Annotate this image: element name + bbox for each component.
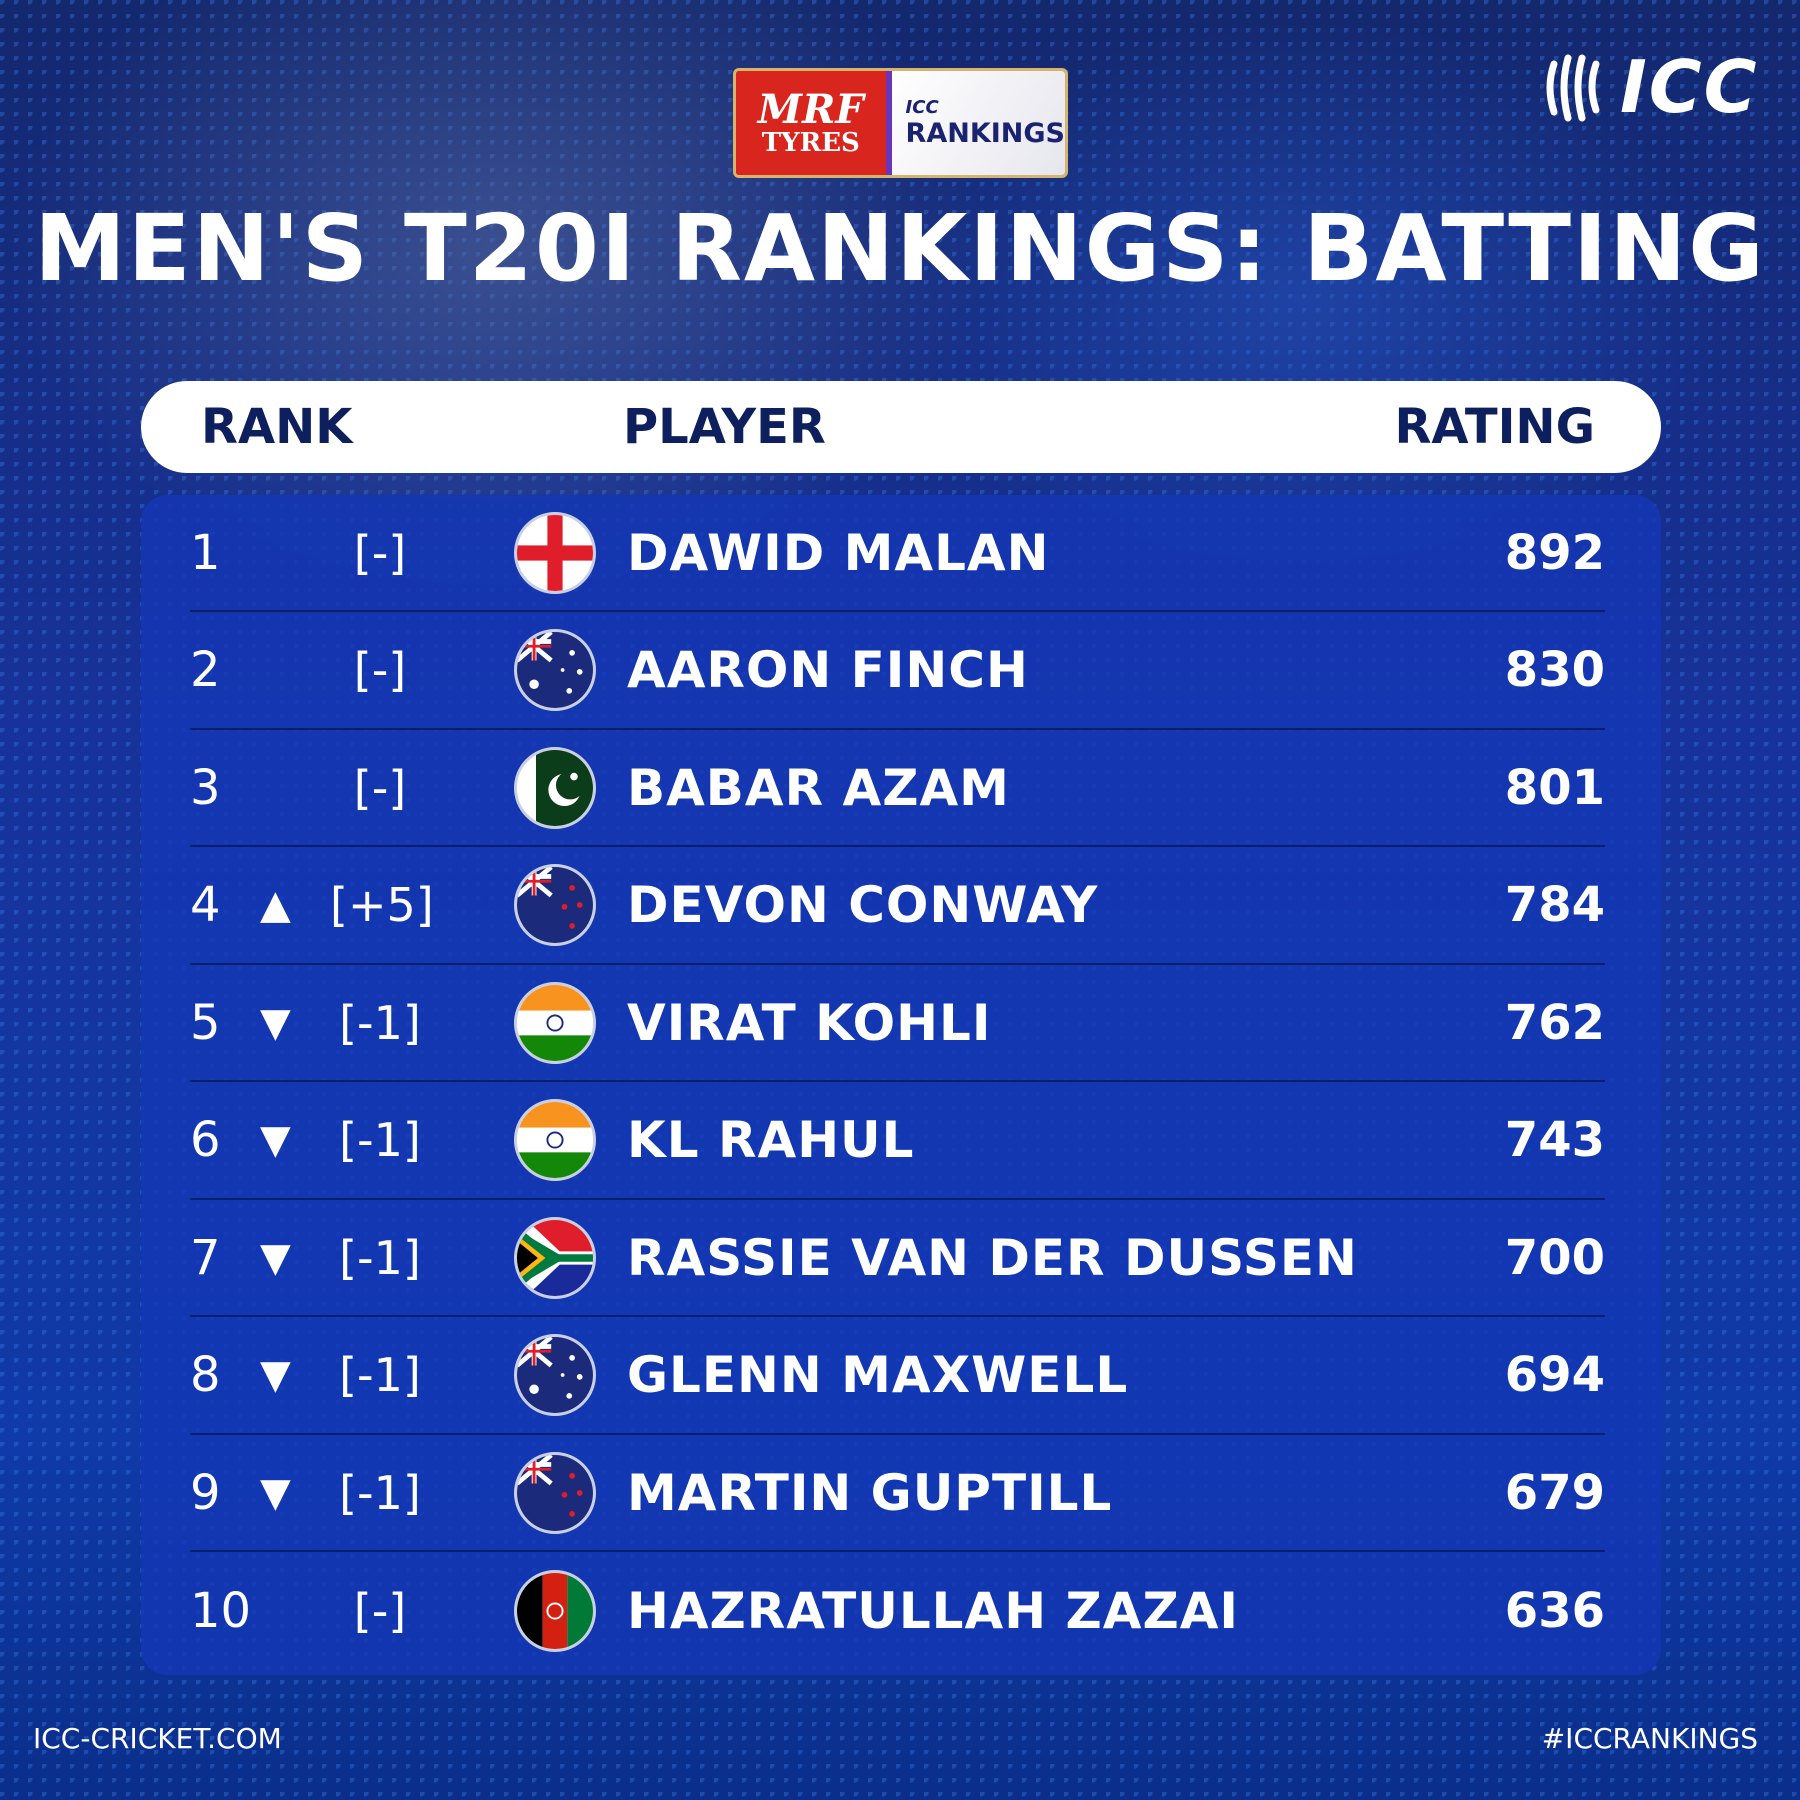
player-rating: 762	[1504, 994, 1605, 1051]
flag-india-icon	[514, 1099, 596, 1181]
player-name: BABAR AZAM	[627, 758, 1010, 817]
rank-change: [-1]	[339, 1230, 421, 1285]
table-row: 8 ▼ [-1] GLENN MAXWELL 694	[190, 1318, 1605, 1435]
table-row: 4 ▲ [+5] DEVON CONWAY 784	[190, 848, 1605, 965]
player-name: KL RAHUL	[627, 1111, 915, 1169]
header-rating: RATING	[1394, 399, 1595, 455]
page-title: MEN'S T20I RANKINGS: BATTING	[34, 195, 1766, 302]
table-row: 6 ▼ [-1] KL RAHUL 743	[190, 1083, 1605, 1200]
rankings-text: RANKINGS	[905, 118, 1065, 149]
table-row: 2 [-] AARON FINCH 830	[190, 613, 1605, 730]
rank-number: 10	[190, 1583, 252, 1639]
player-rating: 784	[1504, 877, 1605, 933]
rank-change: [-1]	[339, 1348, 421, 1402]
website-link: ICC-CRICKET.COM	[33, 1722, 282, 1755]
player-rating: 636	[1504, 1583, 1605, 1639]
rank-number: 6	[190, 1112, 221, 1168]
rank-change: [-]	[353, 525, 407, 580]
player-name: MARTIN GUPTILL	[627, 1463, 1113, 1522]
rankings-table: 1 [-] DAWID MALAN 892 2 [-] AARON FINCH 8…	[141, 495, 1661, 1675]
mrf-text: MRF	[757, 86, 864, 133]
rank-change: [-1]	[339, 1465, 421, 1520]
rank-change: [-]	[353, 760, 407, 815]
player-name: GLENN MAXWELL	[627, 1346, 1129, 1404]
table-row: 10 [-] HAZRATULLAH ZAZAI 636	[190, 1553, 1605, 1670]
rank-change: [+5]	[330, 878, 434, 932]
player-rating: 679	[1504, 1464, 1605, 1521]
table-row: 1 [-] DAWID MALAN 892	[190, 495, 1605, 612]
flag-india-icon	[514, 981, 596, 1064]
flag-pakistan-icon	[514, 746, 596, 829]
player-name: AARON FINCH	[627, 641, 1029, 699]
rank-number: 8	[190, 1347, 221, 1403]
header-player: PLAYER	[623, 399, 826, 455]
player-rating: 801	[1504, 759, 1605, 816]
arrow-down-icon: ▼	[260, 1234, 291, 1281]
player-name: HAZRATULLAH ZAZAI	[627, 1582, 1239, 1640]
table-header: RANK PLAYER RATING	[141, 381, 1661, 473]
player-rating: 892	[1504, 524, 1605, 581]
player-rating: 700	[1504, 1229, 1605, 1286]
icc-logo: ICC	[1540, 45, 1758, 129]
rank-number: 2	[190, 642, 221, 698]
rank-number: 7	[190, 1229, 221, 1286]
rank-number: 5	[190, 994, 221, 1051]
rank-number: 3	[190, 759, 221, 816]
player-name: DAWID MALAN	[627, 523, 1050, 582]
arrow-down-icon: ▼	[260, 1469, 291, 1516]
flag-new-zealand-icon	[514, 1451, 596, 1534]
rank-change: [-1]	[339, 1113, 421, 1167]
rank-change: [-]	[353, 1584, 407, 1638]
flag-england-icon	[514, 511, 596, 594]
player-name: RASSIE VAN DER DUSSEN	[627, 1228, 1358, 1287]
rank-change: [-]	[353, 643, 407, 697]
sponsor-logo: MRF TYRES ICC RANKINGS	[733, 68, 1068, 178]
player-name: VIRAT KOHLI	[627, 993, 992, 1052]
icc-small-text: ICC	[905, 97, 939, 118]
flag-afghanistan-icon	[514, 1570, 596, 1652]
rank-change: [-1]	[339, 995, 421, 1050]
table-row: 9 ▼ [-1] MARTIN GUPTILL 679	[190, 1435, 1605, 1552]
arrow-down-icon: ▼	[260, 1117, 291, 1163]
arrow-down-icon: ▼	[260, 999, 291, 1046]
rank-number: 4	[190, 877, 221, 933]
header-rank: RANK	[201, 399, 353, 455]
player-name: DEVON CONWAY	[627, 876, 1099, 934]
table-row: 7 ▼ [-1] RASSIE VAN DER DUSSEN 700	[190, 1200, 1605, 1317]
flag-south-africa-icon	[514, 1216, 596, 1299]
cricket-ball-icon	[1546, 54, 1600, 122]
rank-number: 9	[190, 1464, 221, 1521]
rank-number: 1	[190, 524, 221, 581]
icc-logo-text: ICC	[1620, 45, 1759, 129]
arrow-up-icon: ▲	[260, 882, 291, 928]
hashtag: #ICCRANKINGS	[1541, 1722, 1758, 1755]
table-row: 3 [-] BABAR AZAM 801	[190, 730, 1605, 847]
flag-new-zealand-icon	[514, 864, 596, 946]
flag-australia-icon	[514, 1334, 596, 1416]
arrow-down-icon: ▼	[260, 1352, 291, 1398]
table-row: 5 ▼ [-1] VIRAT KOHLI 762	[190, 965, 1605, 1082]
tyres-text: TYRES	[761, 128, 860, 158]
player-rating: 694	[1504, 1347, 1605, 1403]
flag-australia-icon	[514, 629, 596, 711]
player-rating: 743	[1504, 1112, 1605, 1168]
player-rating: 830	[1504, 642, 1605, 698]
